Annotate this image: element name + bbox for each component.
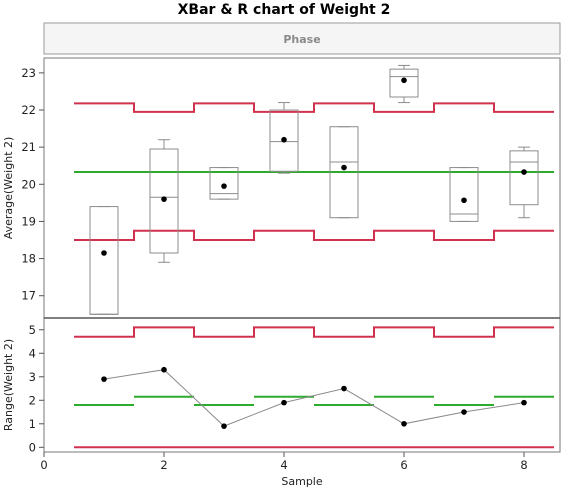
xbar-mean-point [281, 136, 287, 143]
xbar-y-axis-label: Average(Weight 2) [2, 137, 15, 240]
range-point [341, 385, 347, 392]
xbar-mean-point [101, 250, 107, 256]
xbar-panel: 17 18 19 20 21 22 23 Average(Weight 2) [2, 57, 561, 319]
range-y-tick-label: 2 [29, 393, 36, 407]
xbar-mean-point [461, 197, 467, 204]
xbar-plot-frame [43, 57, 561, 319]
x-tick-label: 4 [280, 458, 287, 472]
range-plot-frame [43, 317, 561, 453]
sample-box [389, 68, 419, 98]
x-tick-label: 0 [40, 458, 47, 472]
xbar-mean-point [521, 169, 527, 175]
xbar-y-tick-label: 18 [21, 252, 36, 266]
sample-box [89, 206, 119, 315]
xbar-mean-point [161, 196, 167, 202]
x-tick-label: 8 [520, 458, 527, 472]
xbar-y-tick-label: 23 [21, 66, 36, 80]
xbar-mean-point [401, 77, 407, 84]
range-ucl-line [74, 326, 554, 338]
range-point [401, 420, 407, 427]
range-series-line [103, 369, 525, 427]
xbar-y-tick-label: 17 [21, 289, 36, 303]
range-point [521, 399, 527, 406]
range-point [101, 376, 107, 382]
sample-box [509, 150, 539, 206]
range-y-tick-label: 1 [29, 417, 36, 431]
sample-box [149, 148, 179, 254]
sample-box [449, 167, 479, 222]
range-y-tick-label: 5 [29, 323, 36, 337]
range-point [281, 399, 287, 406]
range-panel: 0 1 2 3 4 5 0 2 4 6 8 Range(Weight 2) Sample [2, 317, 561, 488]
range-point [461, 409, 467, 415]
chart-title: XBar & R chart of Weight 2 [178, 2, 391, 18]
xbar-lcl-line [74, 229, 554, 241]
xbar-mean-point [341, 164, 347, 171]
x-tick-label: 6 [400, 458, 407, 472]
x-axis-label: Sample [281, 475, 322, 488]
xbar-y-tick-label: 20 [21, 177, 36, 191]
range-y-axis-label: Range(Weight 2) [2, 339, 15, 431]
range-point [161, 366, 167, 373]
xbar-mean-point [221, 183, 227, 189]
range-point [221, 423, 227, 429]
phase-header-box [43, 22, 561, 55]
range-y-tick-label: 0 [29, 440, 36, 454]
x-tick-label: 2 [160, 458, 167, 472]
xbar-ucl-line [74, 102, 554, 113]
range-y-tick-label: 3 [29, 370, 36, 384]
phase-header-label: Phase [283, 33, 320, 46]
xbar-y-tick-label: 19 [21, 214, 36, 228]
range-y-tick-label: 4 [29, 346, 36, 360]
sample-box [269, 109, 299, 172]
xbar-y-tick-label: 21 [21, 140, 36, 154]
sample-box [329, 126, 359, 219]
xbar-y-tick-label: 22 [21, 103, 36, 117]
sample-box [209, 167, 239, 200]
